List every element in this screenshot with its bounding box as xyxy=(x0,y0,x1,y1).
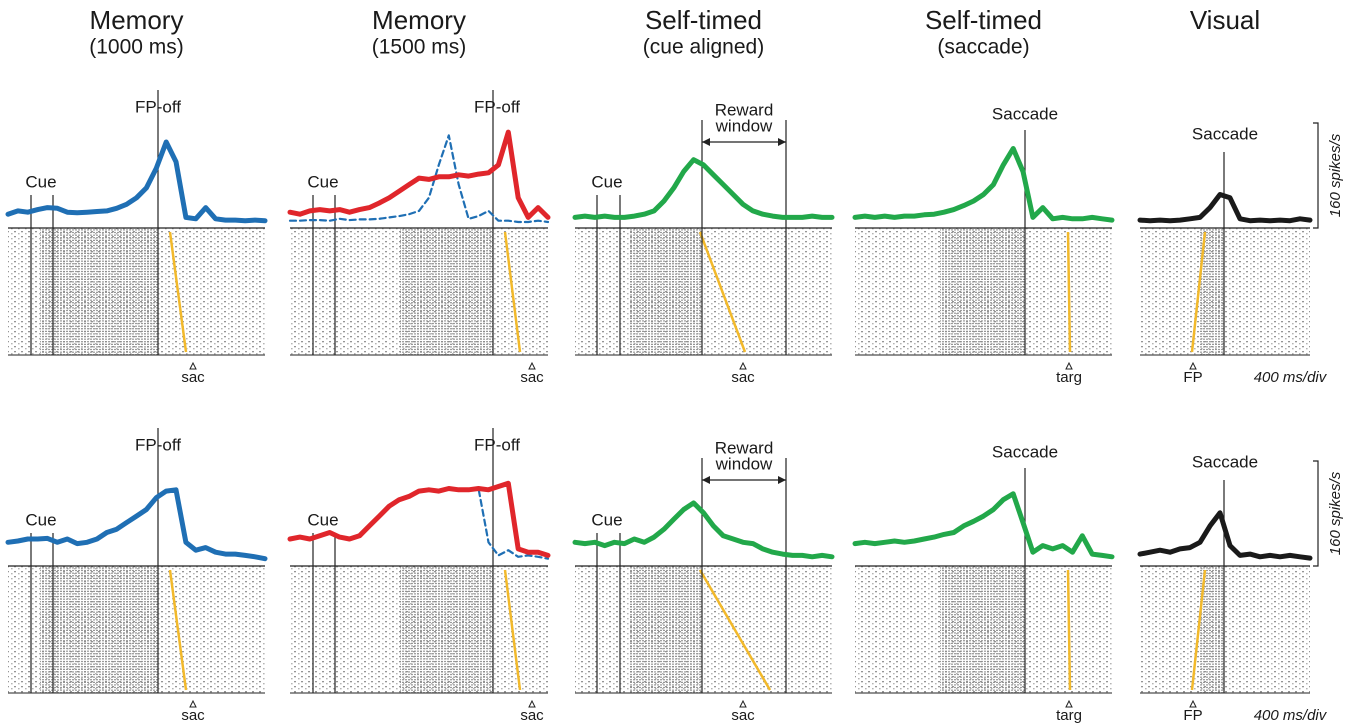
event-label: Reward xyxy=(715,438,774,457)
marker-triangle xyxy=(1065,361,1073,370)
event-times xyxy=(168,569,188,691)
marker-label: sac xyxy=(731,707,755,723)
event-times xyxy=(503,231,522,353)
marker-label: sac xyxy=(181,707,205,723)
event-times xyxy=(1190,569,1207,691)
psth-line xyxy=(288,134,550,224)
psth-line xyxy=(1137,510,1313,561)
event-times xyxy=(1066,231,1072,353)
marker-label: sac xyxy=(520,707,544,723)
time-scale: 400 ms/div xyxy=(1254,707,1328,723)
scale-label: 160 spikes/s xyxy=(1327,471,1344,555)
marker-triangle xyxy=(528,361,536,370)
psth-line xyxy=(572,157,835,220)
psth-line xyxy=(1137,192,1313,224)
event-label: window xyxy=(715,454,773,473)
marker-label: sac xyxy=(731,369,755,386)
panel: Visual Saccade FP 400 ms/div 160 spikes/s xyxy=(1137,5,1344,386)
event-times xyxy=(1190,231,1207,353)
event-times xyxy=(698,569,772,691)
panel: Self-timed(saccade) Saccade targ xyxy=(852,5,1115,386)
marker-label: targ xyxy=(1056,707,1082,723)
event-label: Cue xyxy=(307,172,338,191)
panel-subtitle: (1000 ms) xyxy=(89,36,184,59)
marker-triangle xyxy=(189,699,197,708)
event-label: Cue xyxy=(591,510,622,529)
event-label: FP-off xyxy=(474,435,520,454)
scale-bar xyxy=(1313,122,1319,229)
marker-label: FP xyxy=(1183,707,1202,723)
event-times xyxy=(698,231,747,353)
event-times xyxy=(168,231,188,353)
event-label: FP-off xyxy=(474,97,520,116)
raster-dense xyxy=(40,566,158,693)
event-label: Saccade xyxy=(992,442,1058,461)
psth-line xyxy=(5,139,268,224)
event-label: FP-off xyxy=(135,435,181,454)
panel-title: Memory xyxy=(90,5,184,35)
marker-triangle xyxy=(1065,699,1073,708)
panel-subtitle: (saccade) xyxy=(937,36,1029,59)
marker-triangle xyxy=(739,699,747,708)
marker-triangle xyxy=(528,699,536,708)
panel: Saccade targ xyxy=(852,442,1115,723)
raster xyxy=(575,228,832,355)
psth-line xyxy=(572,500,835,560)
event-label: Cue xyxy=(25,510,56,529)
psth-line xyxy=(852,491,1115,560)
marker-triangle xyxy=(739,361,747,370)
raster-dense xyxy=(940,228,1025,355)
event-label: Saccade xyxy=(992,104,1058,123)
event-label: Cue xyxy=(25,172,56,191)
event-label: Saccade xyxy=(1192,452,1258,471)
raster xyxy=(1140,228,1310,355)
raster-dense xyxy=(400,566,493,693)
panel: Saccade FP 400 ms/div 160 spikes/s xyxy=(1137,452,1344,723)
raster-dense xyxy=(940,566,1025,693)
event-label: Reward xyxy=(715,100,774,119)
event-times xyxy=(1066,569,1072,691)
panel: Cue FP-off sac xyxy=(287,428,551,723)
panel-title: Self-timed xyxy=(645,5,762,35)
event-times xyxy=(503,569,522,691)
event-label: Cue xyxy=(307,510,338,529)
marker-label: targ xyxy=(1056,369,1082,386)
raster-dense xyxy=(40,228,158,355)
event-label: FP-off xyxy=(135,97,181,116)
time-scale: 400 ms/div xyxy=(1254,369,1328,386)
raster-dense xyxy=(630,228,702,355)
panel-title: Visual xyxy=(1190,5,1260,35)
panel: Memory(1000 ms) Cue FP-off sac xyxy=(5,5,268,386)
scale-bar xyxy=(1313,460,1319,567)
panel: Cue FP-off sac xyxy=(5,428,268,723)
marker-triangle xyxy=(189,361,197,370)
panel-subtitle: (1500 ms) xyxy=(372,36,467,59)
panel: Memory(1500 ms) Cue FP-off sac xyxy=(287,5,551,386)
event-label: Cue xyxy=(591,172,622,191)
raster xyxy=(575,566,832,693)
psth-line xyxy=(852,146,1115,223)
panel-title: Self-timed xyxy=(925,5,1042,35)
event-label: Saccade xyxy=(1192,124,1258,143)
psth-line xyxy=(5,487,268,562)
event-label: window xyxy=(715,116,773,135)
marker-label: sac xyxy=(181,369,205,386)
raster-dense xyxy=(400,228,493,355)
raster xyxy=(1140,566,1310,693)
raster-dense xyxy=(630,566,702,693)
psth-line xyxy=(287,129,551,220)
panel-subtitle: (cue aligned) xyxy=(643,36,764,59)
marker-label: sac xyxy=(520,369,544,386)
scale-label: 160 spikes/s xyxy=(1327,133,1344,217)
marker-label: FP xyxy=(1183,369,1202,386)
marker-triangle xyxy=(1189,699,1197,708)
marker-triangle xyxy=(1189,361,1197,370)
psth-line xyxy=(287,480,551,558)
panel-title: Memory xyxy=(372,5,466,35)
